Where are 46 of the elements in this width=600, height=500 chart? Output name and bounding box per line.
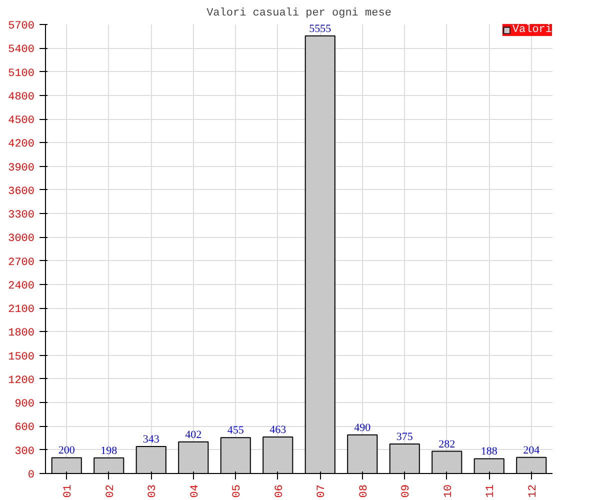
data-label: 375	[396, 430, 414, 443]
x-tick-label: 08	[358, 484, 370, 498]
y-tick-label: 4500	[8, 115, 34, 128]
data-label: 198	[100, 444, 118, 457]
y-tick-label: 2400	[8, 280, 34, 292]
x-tick-label: 12	[527, 484, 540, 498]
x-tick-label: 04	[189, 484, 202, 498]
y-tick-label: 5400	[8, 44, 34, 56]
x-tick-label: 05	[232, 484, 244, 498]
x-tick-label: 10	[442, 484, 455, 498]
x-tick-label: 01	[62, 484, 75, 498]
data-label: 188	[480, 446, 498, 458]
data-label: 463	[270, 424, 287, 436]
data-label: 200	[58, 444, 76, 457]
y-tick-label: 2700	[8, 256, 34, 269]
y-tick-label: 300	[14, 446, 35, 458]
x-tick-label: 02	[104, 484, 117, 498]
data-label: 455	[227, 424, 244, 437]
y-tick-label: 3300	[8, 210, 34, 222]
data-label: 204	[523, 444, 540, 456]
x-tick-label: 11	[485, 484, 498, 498]
y-tick-label: 5100	[8, 68, 34, 80]
y-tick-label: 1500	[8, 351, 34, 364]
y-tick-label: 0	[28, 470, 35, 482]
data-label: 490	[354, 422, 372, 434]
data-label: 402	[185, 428, 202, 441]
x-tick-label: 06	[274, 484, 286, 498]
y-tick-label: 900	[14, 398, 35, 411]
data-label: 5555	[309, 22, 332, 35]
x-tick-label: 09	[400, 484, 413, 498]
y-tick-label: 3000	[8, 233, 34, 246]
x-tick-label: 07	[316, 484, 328, 498]
y-tick-label: 3600	[8, 186, 34, 198]
x-tick-label: 03	[147, 484, 160, 498]
chart-title: Valori casuali per ogni mese	[206, 8, 392, 20]
y-tick-label: 600	[14, 422, 35, 434]
data-label: 343	[142, 433, 160, 446]
y-tick-label: 4200	[8, 138, 34, 151]
y-tick-label: 2100	[8, 304, 34, 316]
y-tick-label: 1800	[8, 328, 34, 340]
y-tick-label: 3900	[8, 162, 34, 174]
legend-label: Valori	[512, 24, 552, 36]
y-tick-label: 4800	[8, 91, 34, 104]
data-label: 282	[438, 438, 456, 450]
y-tick-label: 1200	[8, 374, 34, 387]
y-tick-label: 5700	[8, 20, 34, 32]
